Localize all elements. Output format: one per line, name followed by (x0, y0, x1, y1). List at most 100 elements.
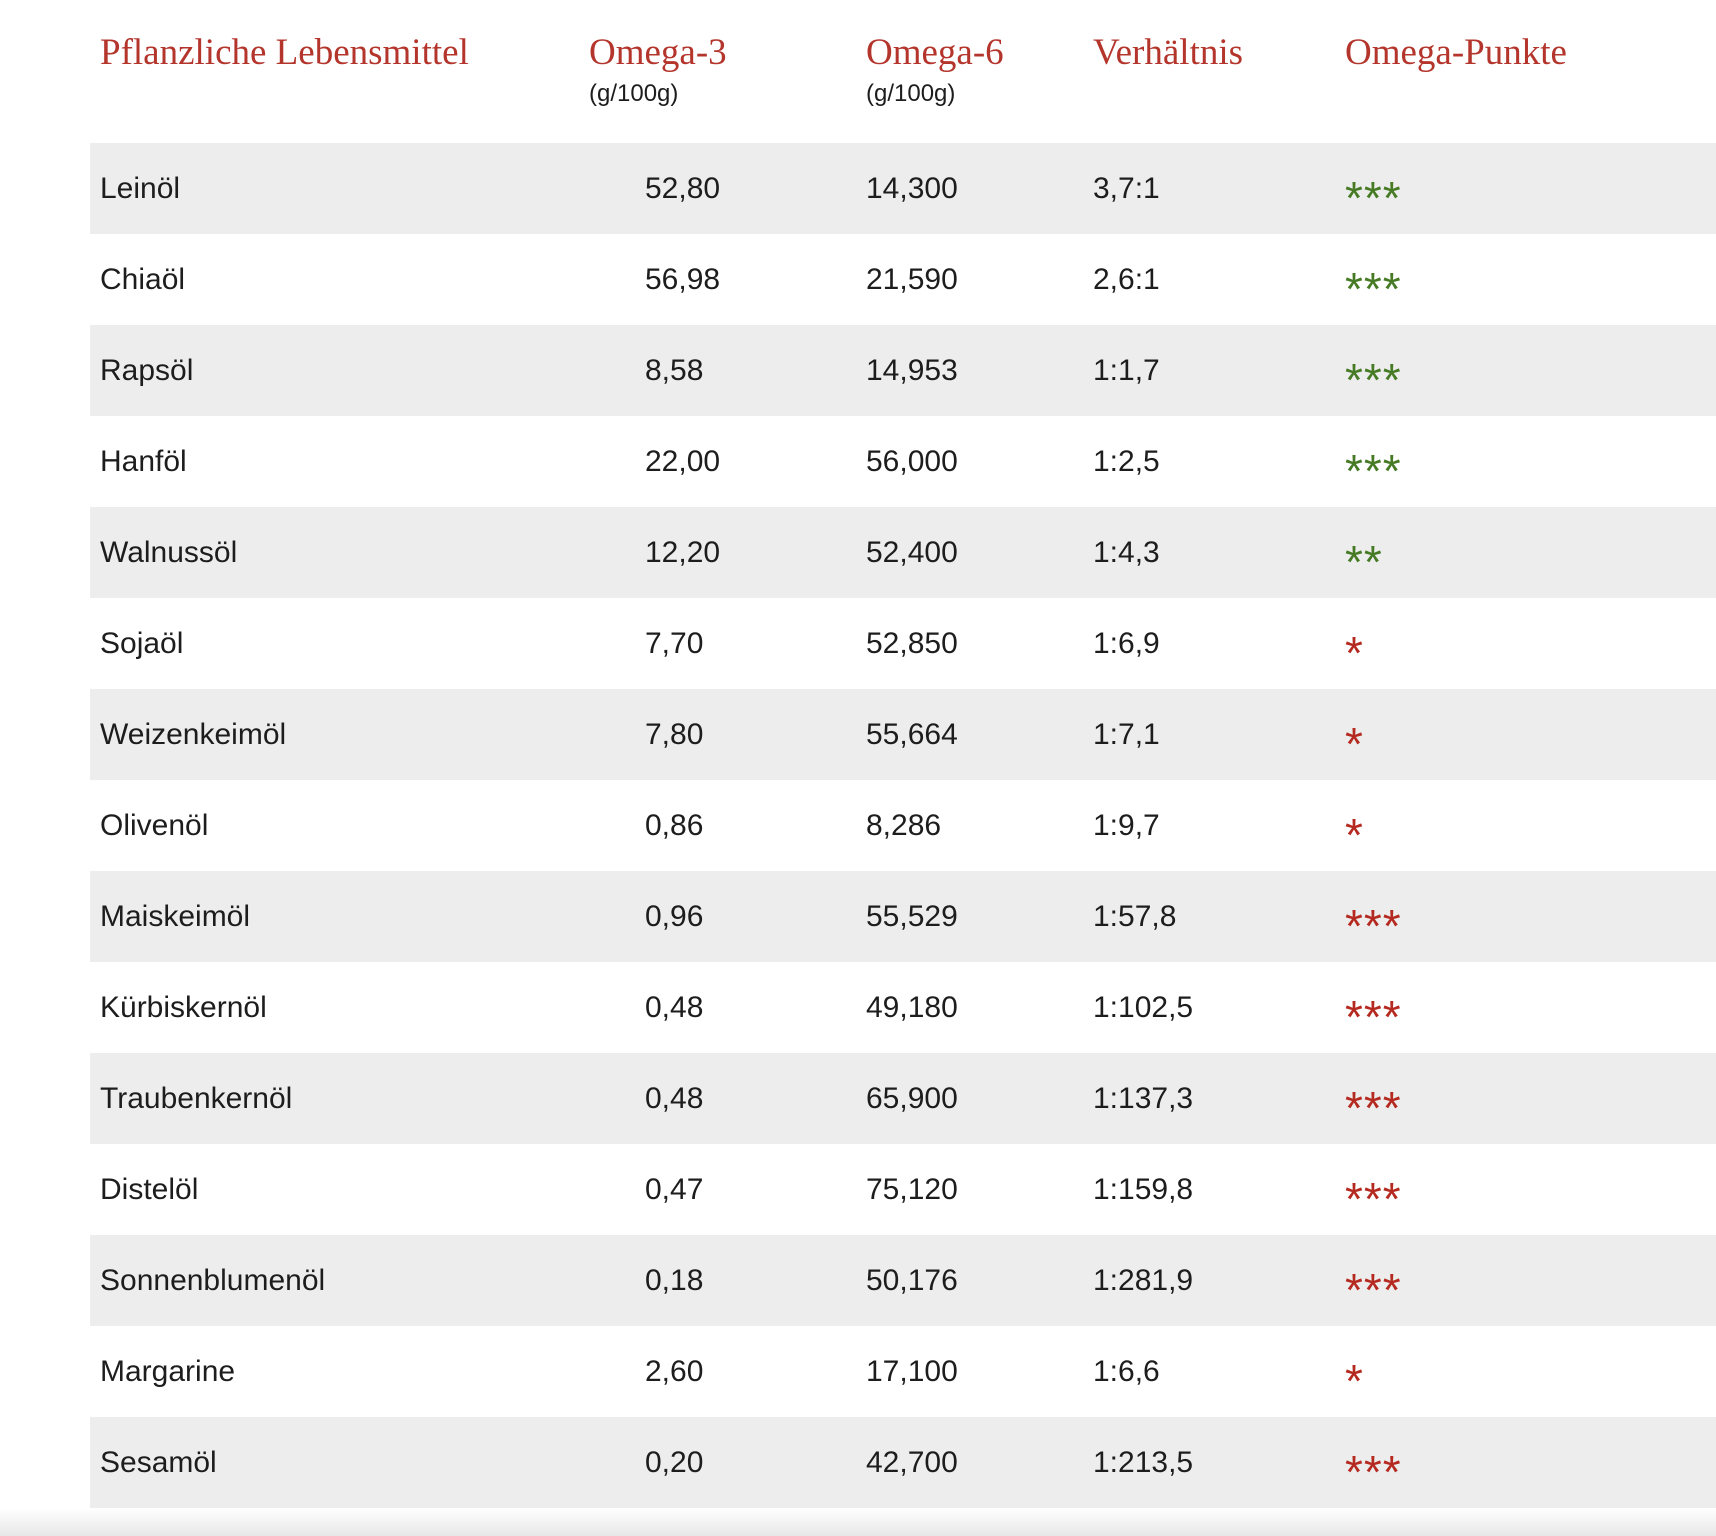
omega6-value-cell: 75,120 (866, 1172, 958, 1206)
ratio-value-cell: 1:213,5 (1093, 1445, 1194, 1479)
header-omega6-column: Omega-6 (g/100g) (856, 30, 1083, 110)
omega3-value-cell: 0,86 (645, 808, 704, 842)
omega-points-stars: *** (1345, 262, 1402, 315)
omega3-value-cell: 0,96 (645, 899, 704, 933)
food-name-cell: Weizenkeimöl (100, 717, 287, 751)
omega3-value-cell: 0,47 (645, 1172, 704, 1206)
omega3-value-cell: 52,80 (645, 171, 721, 205)
omega-points-stars: *** (1345, 1172, 1402, 1225)
ratio-value-cell: 1:137,3 (1093, 1081, 1194, 1115)
food-name-cell: Hanföl (100, 444, 187, 478)
table-row: Hanföl 22,00 56,000 1:2,5 *** (90, 416, 1716, 507)
header-sub-food (100, 78, 635, 110)
omega-points-stars: *** (1345, 444, 1402, 497)
omega-points-stars: ** (1345, 535, 1383, 588)
ratio-value-cell: 1:7,1 (1093, 717, 1160, 751)
table-row: Weizenkeimöl 7,80 55,664 1:7,1 * (90, 689, 1716, 780)
table-row: Walnussöl 12,20 52,400 1:4,3 ** (90, 507, 1716, 598)
food-name-cell: Sesamöl (100, 1445, 217, 1479)
omega6-value-cell: 21,590 (866, 262, 958, 296)
omega3-value-cell: 22,00 (645, 444, 721, 478)
table-row: Kürbiskernöl 0,48 49,180 1:102,5 *** (90, 962, 1716, 1053)
omega6-value-cell: 14,953 (866, 353, 958, 387)
table-row: Sesamöl 0,20 42,700 1:213,5 *** (90, 1417, 1716, 1508)
ratio-value-cell: 1:102,5 (1093, 990, 1194, 1024)
omega3-value-cell: 8,58 (645, 353, 704, 387)
table-row: Chiaöl 56,98 21,590 2,6:1 *** (90, 234, 1716, 325)
omega6-value-cell: 55,664 (866, 717, 958, 751)
omega-points-stars: *** (1345, 1263, 1402, 1316)
header-ratio-column: Verhältnis (1083, 30, 1335, 110)
ratio-value-cell: 1:57,8 (1093, 899, 1177, 933)
omega6-value-cell: 17,100 (866, 1354, 958, 1388)
header-label-ratio: Verhältnis (1093, 32, 1244, 73)
header-sub-points (1345, 78, 1716, 110)
table-row: Sonnenblumenöl 0,18 50,176 1:281,9 *** (90, 1235, 1716, 1326)
header-points-column: Omega-Punkte (1335, 30, 1716, 110)
food-name-cell: Olivenöl (100, 808, 209, 842)
table-body: Leinöl 52,80 14,300 3,7:1 *** Chiaöl 56,… (90, 143, 1716, 1508)
food-name-cell: Traubenkernöl (100, 1081, 293, 1115)
omega-points-stars: * (1345, 808, 1364, 861)
omega3-value-cell: 2,60 (645, 1354, 704, 1388)
header-label-omega3: Omega-3 (589, 32, 727, 73)
table-row: Maiskeimöl 0,96 55,529 1:57,8 *** (90, 871, 1716, 962)
omega-points-stars: *** (1345, 171, 1402, 224)
food-name-cell: Chiaöl (100, 262, 186, 296)
food-name-cell: Sojaöl (100, 626, 184, 660)
omega-points-stars: *** (1345, 990, 1402, 1043)
omega-points-stars: *** (1345, 1081, 1402, 1134)
food-name-cell: Kürbiskernöl (100, 990, 267, 1024)
header-sub-omega6: (g/100g) (866, 80, 956, 107)
omega-points-stars: * (1345, 1354, 1364, 1407)
header-label-food: Pflanzliche Lebensmittel (100, 32, 469, 73)
header-label-omega6: Omega-6 (866, 32, 1004, 73)
omega3-value-cell: 0,20 (645, 1445, 704, 1479)
table-row: Sojaöl 7,70 52,850 1:6,9 * (90, 598, 1716, 689)
food-name-cell: Margarine (100, 1354, 236, 1388)
omega6-value-cell: 14,300 (866, 171, 958, 205)
ratio-value-cell: 2,6:1 (1093, 262, 1160, 296)
table-row: Leinöl 52,80 14,300 3,7:1 *** (90, 143, 1716, 234)
omega3-value-cell: 0,48 (645, 1081, 704, 1115)
table-row: Distelöl 0,47 75,120 1:159,8 *** (90, 1144, 1716, 1235)
omega6-value-cell: 52,850 (866, 626, 958, 660)
food-name-cell: Rapsöl (100, 353, 194, 387)
omega3-value-cell: 56,98 (645, 262, 721, 296)
ratio-value-cell: 1:6,9 (1093, 626, 1160, 660)
ratio-value-cell: 1:1,7 (1093, 353, 1160, 387)
omega3-value-cell: 12,20 (645, 535, 721, 569)
food-name-cell: Sonnenblumenöl (100, 1263, 326, 1297)
food-name-cell: Maiskeimöl (100, 899, 251, 933)
header-food-column: Pflanzliche Lebensmittel (90, 30, 635, 110)
omega6-value-cell: 8,286 (866, 808, 942, 842)
header-omega3-column: Omega-3 (g/100g) (579, 30, 856, 110)
omega6-value-cell: 55,529 (866, 899, 958, 933)
omega3-value-cell: 7,80 (645, 717, 704, 751)
table-row: Rapsöl 8,58 14,953 1:1,7 *** (90, 325, 1716, 416)
food-name-cell: Distelöl (100, 1172, 199, 1206)
ratio-value-cell: 1:281,9 (1093, 1263, 1194, 1297)
ratio-value-cell: 3,7:1 (1093, 171, 1160, 205)
omega-points-stars: *** (1345, 899, 1402, 952)
table-row: Traubenkernöl 0,48 65,900 1:137,3 *** (90, 1053, 1716, 1144)
omega6-value-cell: 42,700 (866, 1445, 958, 1479)
table-row: Olivenöl 0,86 8,286 1:9,7 * (90, 780, 1716, 871)
ratio-value-cell: 1:9,7 (1093, 808, 1160, 842)
omega3-value-cell: 7,70 (645, 626, 704, 660)
omega-points-stars: *** (1345, 1445, 1402, 1498)
omega6-value-cell: 49,180 (866, 990, 958, 1024)
omega6-value-cell: 50,176 (866, 1263, 958, 1297)
table-header: Pflanzliche Lebensmittel Omega-3 (g/100g… (90, 0, 1716, 110)
ratio-value-cell: 1:6,6 (1093, 1354, 1160, 1388)
header-sub-omega3: (g/100g) (589, 80, 679, 107)
header-sub-ratio (1093, 78, 1335, 110)
omega-points-stars: * (1345, 626, 1364, 679)
omega6-value-cell: 52,400 (866, 535, 958, 569)
food-name-cell: Walnussöl (100, 535, 238, 569)
bottom-fade (0, 1508, 1716, 1536)
ratio-value-cell: 1:4,3 (1093, 535, 1160, 569)
table-row: Margarine 2,60 17,100 1:6,6 * (90, 1326, 1716, 1417)
omega3-value-cell: 0,48 (645, 990, 704, 1024)
